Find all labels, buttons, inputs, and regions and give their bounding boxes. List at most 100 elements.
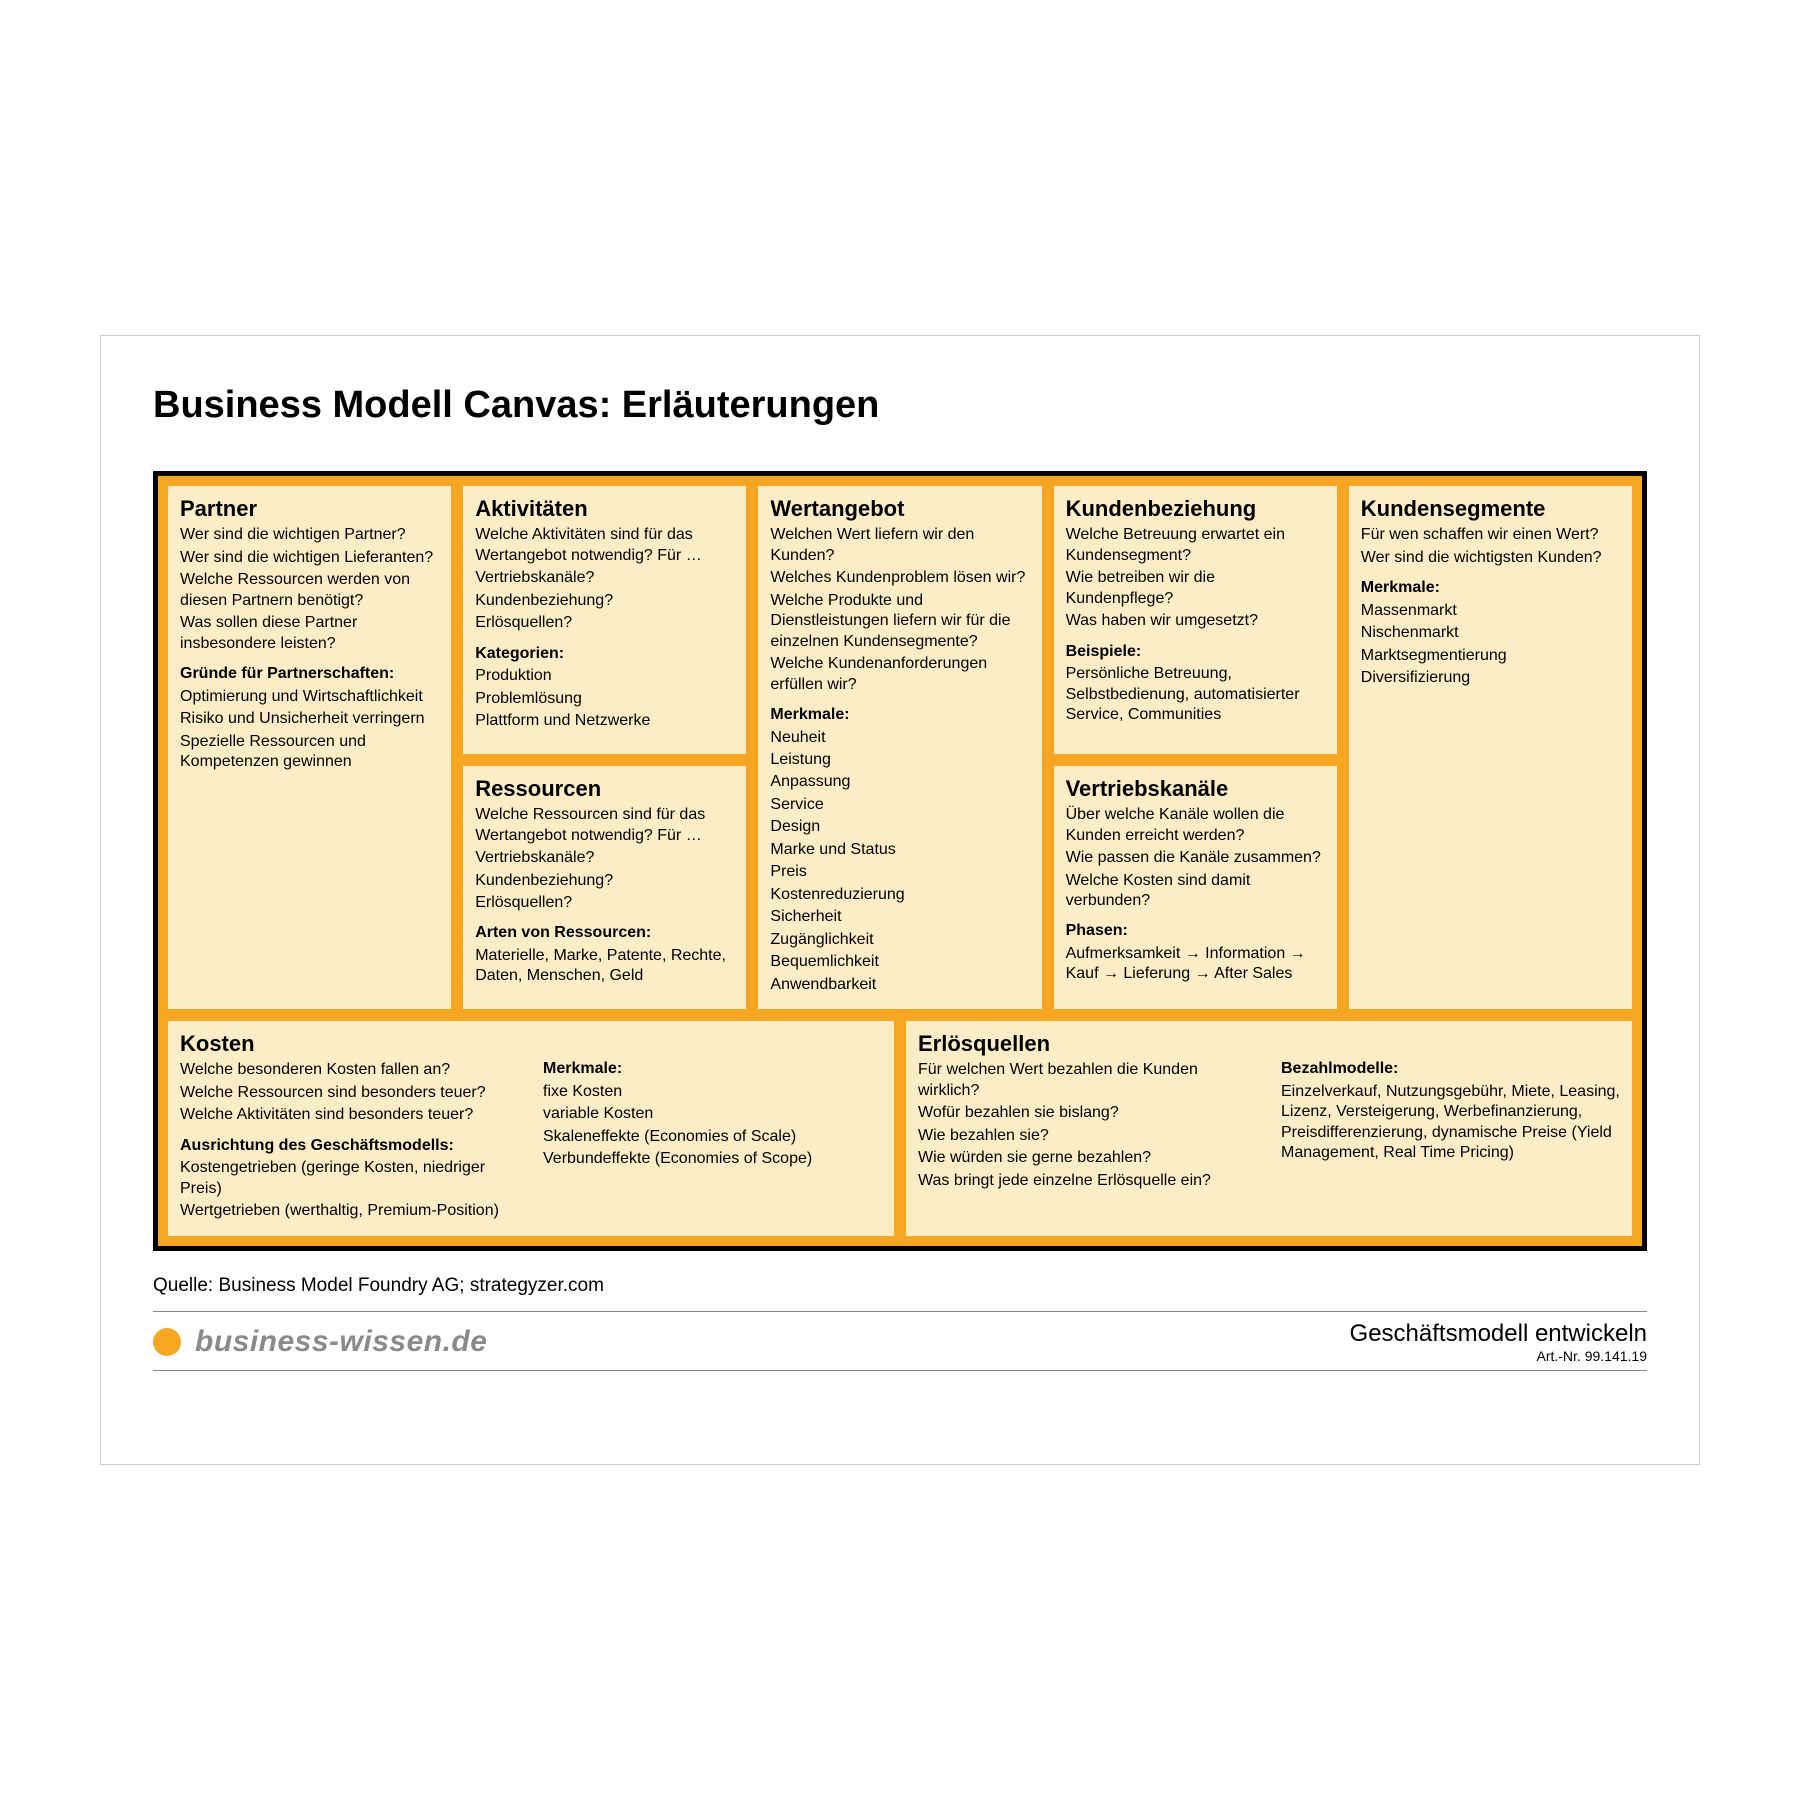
cell-text: Wie bezahlen sie? [918, 1126, 1257, 1146]
cell-cost: Kosten Welche besonderen Kosten fallen a… [166, 1019, 896, 1238]
cell-text: Für welchen Wert bezahlen die Kunden wir… [918, 1060, 1257, 1101]
cost-col-2: Merkmale: fixe Kosten variable Kosten Sk… [543, 1031, 882, 1224]
cell-revenue: Erlösquellen Für welchen Wert bezahlen d… [904, 1019, 1634, 1238]
cell-text: Marke und Status [770, 840, 1029, 860]
cell-text: Welche Ressourcen sind für das Wertangeb… [475, 805, 734, 846]
cell-heading: Vertriebskanäle [1066, 776, 1325, 801]
cell-customer-relationship: Kundenbeziehung Welche Betreuung erwarte… [1052, 484, 1339, 756]
cell-text: Produktion [475, 666, 734, 686]
cell-text: Wofür bezahlen sie bislang? [918, 1103, 1257, 1123]
cell-text: Persönliche Betreuung, Selbstbedienung, … [1066, 664, 1325, 725]
cell-customer-segments: Kundensegmente Für wen schaffen wir eine… [1347, 484, 1634, 1011]
cell-text: Wer sind die wichtigen Partner? [180, 525, 439, 545]
cell-text: Leistung [770, 750, 1029, 770]
cell-text: Welche Kosten sind damit verbunden? [1066, 871, 1325, 912]
cell-heading: Partner [180, 496, 439, 521]
cell-text: Verbundeffekte (Economies of Scope) [543, 1149, 882, 1169]
footer-subject: Geschäftsmodell entwickeln [1350, 1320, 1647, 1348]
cell-text: Zugänglichkeit [770, 930, 1029, 950]
cell-heading: Aktivitäten [475, 496, 734, 521]
cell-text: Welches Kundenproblem lösen wir? [770, 568, 1029, 588]
brand-name: business-wissen.de [195, 1325, 487, 1359]
cell-text: Neuheit [770, 728, 1029, 748]
canvas-frame: Partner Wer sind die wichtigen Partner? … [153, 471, 1647, 1251]
cell-text: Was bringt jede einzelne Erlösquelle ein… [918, 1171, 1257, 1191]
cell-text: Marktsegmentierung [1361, 646, 1620, 666]
cell-text: Kundenbeziehung? [475, 591, 734, 611]
footer-right: Geschäftsmodell entwickeln Art.-Nr. 99.1… [1350, 1320, 1647, 1364]
cell-text: Design [770, 817, 1029, 837]
cell-subhead: Merkmale: [543, 1059, 882, 1079]
cell-heading: Kundenbeziehung [1066, 496, 1325, 521]
brand-dot-icon [153, 1328, 181, 1356]
cell-text: Wer sind die wichtigsten Kunden? [1361, 548, 1620, 568]
cell-text: Wertgetrieben (werthaltig, Premium-Posit… [180, 1201, 519, 1221]
cell-text: Skaleneffekte (Economies of Scale) [543, 1127, 882, 1147]
cell-text: variable Kosten [543, 1104, 882, 1124]
cell-text: Kostenreduzierung [770, 885, 1029, 905]
cell-heading: Erlösquellen [918, 1031, 1257, 1056]
cell-text: Erlösquellen? [475, 893, 734, 913]
cell-text: Optimierung und Wirtschaftlichkeit [180, 687, 439, 707]
cell-text: Vertriebskanäle? [475, 848, 734, 868]
footer: business-wissen.de Geschäftsmodell entwi… [153, 1311, 1647, 1371]
cell-text: Erlösquellen? [475, 613, 734, 633]
cell-heading: Kundensegmente [1361, 496, 1620, 521]
cell-subhead: Arten von Ressourcen: [475, 923, 734, 943]
cell-text: fixe Kosten [543, 1082, 882, 1102]
cell-subhead: Ausrichtung des Geschäftsmodells: [180, 1136, 519, 1156]
cell-text: Spezielle Ressourcen und Kompetenzen gew… [180, 732, 439, 773]
cell-text: Welche Ressourcen werden von diesen Part… [180, 570, 439, 611]
cell-subhead: Merkmale: [1361, 578, 1620, 598]
footer-left: business-wissen.de [153, 1325, 487, 1359]
cell-text: Nischenmarkt [1361, 623, 1620, 643]
cell-text: Welche Produkte und Dienstleistungen lie… [770, 591, 1029, 652]
cell-text: Wie passen die Kanäle zusammen? [1066, 848, 1325, 868]
cell-subhead: Beispiele: [1066, 642, 1325, 662]
cell-text: Risiko und Unsicherheit verringern [180, 709, 439, 729]
cell-text: Vertriebskanäle? [475, 568, 734, 588]
page: Business Modell Canvas: Erläuterungen Pa… [100, 335, 1700, 1465]
canvas-grid: Partner Wer sind die wichtigen Partner? … [166, 484, 1634, 1238]
cell-text: Wie würden sie gerne bezahlen? [918, 1148, 1257, 1168]
cell-text: Anwendbarkeit [770, 975, 1029, 995]
cell-text: Wie betreiben wir die Kundenpflege? [1066, 568, 1325, 609]
cell-heading: Ressourcen [475, 776, 734, 801]
cell-text: Welche Kundenanforderungen erfüllen wir? [770, 654, 1029, 695]
source-line: Quelle: Business Model Foundry AG; strat… [153, 1275, 1647, 1297]
cell-subhead: Gründe für Partnerschaften: [180, 664, 439, 684]
cell-subhead: Phasen: [1066, 921, 1325, 941]
cell-text: Service [770, 795, 1029, 815]
cell-text: Wer sind die wichtigen Lieferanten? [180, 548, 439, 568]
cell-text: Welche Aktivitäten sind besonders teuer? [180, 1105, 519, 1125]
cell-text: Preis [770, 862, 1029, 882]
cell-text: Welche Ressourcen sind besonders teuer? [180, 1083, 519, 1103]
cell-text: Was haben wir umgesetzt? [1066, 611, 1325, 631]
page-title: Business Modell Canvas: Erläuterungen [153, 384, 1647, 427]
cell-partner: Partner Wer sind die wichtigen Partner? … [166, 484, 453, 1011]
revenue-col-2: Bezahlmodelle: Einzelverkauf, Nutzungsge… [1281, 1031, 1620, 1224]
cell-text: Einzelverkauf, Nutzungsgebühr, Miete, Le… [1281, 1082, 1620, 1164]
cell-text: Welche besonderen Kosten fallen an? [180, 1060, 519, 1080]
cell-text: Für wen schaffen wir einen Wert? [1361, 525, 1620, 545]
cell-text: Kundenbeziehung? [475, 871, 734, 891]
cell-activities: Aktivitäten Welche Aktivitäten sind für … [461, 484, 748, 756]
revenue-col-1: Erlösquellen Für welchen Wert bezahlen d… [918, 1031, 1257, 1224]
cell-text: Bequemlichkeit [770, 952, 1029, 972]
cell-text: Problemlösung [475, 689, 734, 709]
cell-text: Welche Betreuung erwartet ein Kundensegm… [1066, 525, 1325, 566]
cell-text: Materielle, Marke, Patente, Rechte, Date… [475, 946, 734, 987]
cell-text: Plattform und Netzwerke [475, 711, 734, 731]
cell-text: Was sollen diese Partner insbesondere le… [180, 613, 439, 654]
cell-text: Aufmerksamkeit → Information → Kauf → Li… [1066, 944, 1325, 985]
cell-subhead: Kategorien: [475, 644, 734, 664]
cell-resources: Ressourcen Welche Ressourcen sind für da… [461, 764, 748, 1011]
cell-text: Über welche Kanäle wollen die Kunden err… [1066, 805, 1325, 846]
cell-heading: Kosten [180, 1031, 519, 1056]
footer-article-no: Art.-Nr. 99.141.19 [1350, 1348, 1647, 1364]
cell-text: Sicherheit [770, 907, 1029, 927]
cell-text: Welchen Wert liefern wir den Kunden? [770, 525, 1029, 566]
cell-text: Kostengetrieben (geringe Kosten, niedrig… [180, 1158, 519, 1199]
cell-channels: Vertriebskanäle Über welche Kanäle wolle… [1052, 764, 1339, 1011]
cell-text: Welche Aktivitäten sind für das Wertange… [475, 525, 734, 566]
